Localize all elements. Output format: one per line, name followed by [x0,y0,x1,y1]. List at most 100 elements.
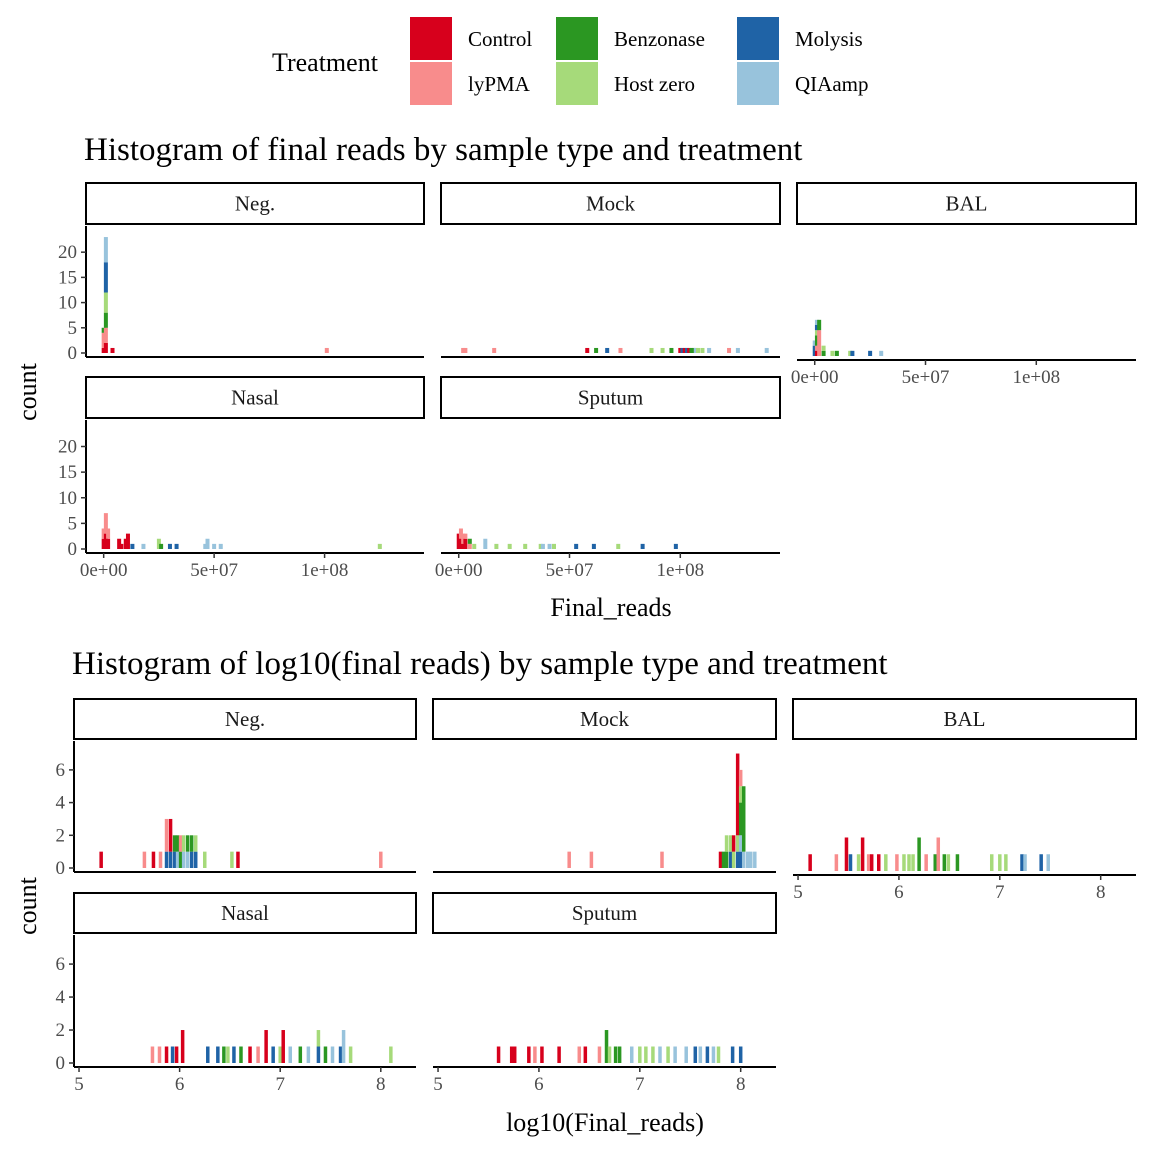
bar-host-zero [716,1046,721,1063]
bar-host-zero [884,854,888,871]
y-tick-label: 20 [58,242,77,263]
bar-control [583,1046,588,1063]
panel-nasal: Nasal 0 2 4 6 5 6 7 8 [56,892,417,1095]
x-tick-label: 5e+07 [190,560,238,581]
x-tick-label: 5 [793,882,803,903]
bar-host-zero [389,1046,393,1063]
bar-molysis [684,347,689,353]
bar-molysis [1039,854,1043,871]
bars-bal [808,837,1050,871]
x-tick-label: 0e+00 [80,560,128,581]
bar-control [512,1046,517,1063]
bar-benzonase [814,335,819,346]
bar-benzonase [917,837,921,871]
x-tick-label: 7 [275,1074,285,1095]
chart1-x-axis-label: Final_reads [550,593,671,622]
bar-host-zero [644,1046,648,1063]
bar-benzonase [178,851,183,868]
bar-lypma [324,347,329,353]
bar-control [557,1046,561,1063]
bar-lypma [727,347,732,353]
chart2-log-reads: Neg. 0 2 4 6 Mock BAL 5 6 7 8 Nasal 0 2 4 6 5 6 7 8 Sputum 5 6… [56,698,1137,1095]
bar-qiaamp [341,1030,346,1063]
bar-host-zero [226,1046,230,1063]
strip-sputum [440,376,781,419]
bar-host-zero [616,543,621,550]
bar-host-zero [278,1046,282,1063]
bar-molysis [591,543,596,550]
bar-control [496,1046,501,1063]
bar-molysis [673,543,678,550]
bar-lypma [101,528,106,539]
bar-control [682,347,687,353]
bar-control [527,1046,531,1063]
bar-control [248,1046,252,1063]
bar-host-zero [538,543,543,550]
y-tick-label: 10 [58,293,77,314]
y-tick-label: 2 [56,825,66,846]
bar-lypma [738,769,743,787]
y-tick-label: 10 [58,488,77,509]
legend-key-lypma [410,62,452,105]
bar-host-zero [724,835,729,852]
bar-molysis [103,262,108,293]
bar-molysis [738,851,743,868]
bar-host-zero [902,854,906,871]
bar-molysis [338,1046,343,1063]
bar-host-zero [660,347,665,353]
bar-lypma [150,1046,155,1063]
bar-host-zero [472,543,477,550]
bar-host-zero [607,1046,612,1063]
bar-control [110,347,115,353]
legend-key-molysis [737,17,779,60]
y-tick-label: 15 [58,462,77,483]
bar-molysis [1020,854,1024,871]
bar-lypma [597,1046,602,1063]
panel-neg: Neg. 0 2 4 6 [56,698,417,879]
x-tick-label: 5e+07 [902,367,950,388]
bar-lypma [158,851,163,868]
bar-control [735,753,740,836]
bar-qiaamp [1023,854,1027,871]
bar-lypma [103,513,108,534]
bar-qiaamp [684,1046,688,1063]
bar-qiaamp [141,543,146,550]
bar-benzonase [721,851,726,868]
bar-lypma [142,851,147,868]
bar-benzonase [185,835,190,852]
bars-nasal [150,1030,393,1063]
legend-key-qiaamp [737,62,779,105]
bar-lypma [256,1046,260,1063]
bars-neg [99,818,383,868]
y-tick-label: 2 [56,1020,66,1041]
strip-label-bal: BAL [946,192,988,216]
bar-benzonase [189,835,194,852]
strip-label-sputum: Sputum [578,386,643,410]
bar-host-zero [696,347,701,353]
bar-molysis [232,1046,236,1063]
strip-label-mock: Mock [580,707,629,731]
bar-benzonase [172,835,177,852]
bar-molysis [168,851,173,868]
y-tick-label: 6 [56,954,66,975]
x-tick-label: 0e+00 [435,560,483,581]
bar-lypma [895,854,899,871]
strip-sputum [432,892,777,934]
bar-benzonase [821,350,826,356]
x-tick-label: 7 [995,882,1005,903]
bar-qiaamp [547,543,552,550]
x-tick-label: 1e+08 [301,560,349,581]
panel-sputum: Sputum 0e+00 5e+07 1e+08 [435,376,781,581]
bar-benzonase [103,312,108,328]
bar-control [106,538,111,549]
bar-qiaamp [658,1046,662,1063]
strip-nasal [73,892,417,934]
bar-lypma [660,851,664,868]
bar-benzonase [613,1046,618,1063]
bar-lypma [463,347,468,353]
bar-molysis [705,1046,710,1063]
bar-benzonase [933,854,937,871]
legend-keys: Control lyPMA Benzonase Host zero Molysis QIA… [410,17,868,105]
bar-molysis [605,347,610,353]
